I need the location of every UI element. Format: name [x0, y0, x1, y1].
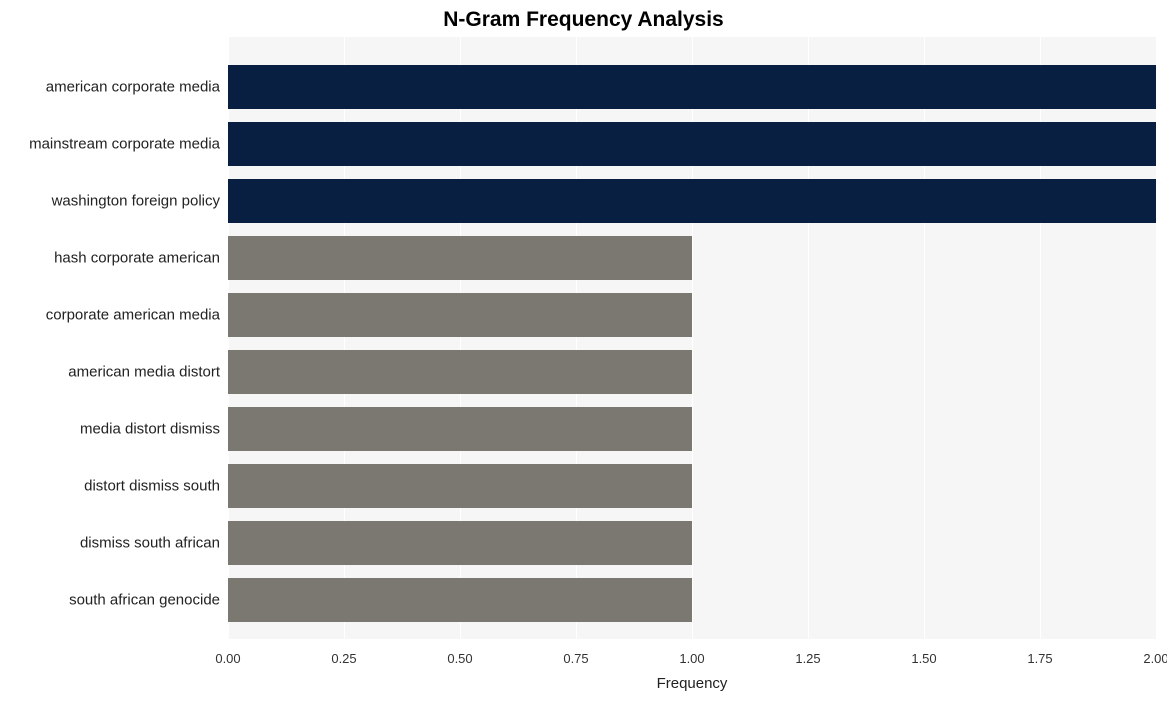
y-category-label: south african genocide	[8, 592, 228, 609]
y-category-label: distort dismiss south	[8, 478, 228, 495]
y-category-label: mainstream corporate media	[8, 136, 228, 153]
x-tick-label: 1.25	[795, 639, 820, 666]
grid-vline	[1156, 37, 1157, 639]
bar	[228, 122, 1156, 166]
y-category-label: dismiss south african	[8, 535, 228, 552]
y-category-label: hash corporate american	[8, 250, 228, 267]
bar	[228, 350, 692, 394]
x-tick-label: 2.00	[1143, 639, 1167, 666]
x-tick-label: 1.50	[911, 639, 936, 666]
bar	[228, 578, 692, 622]
y-category-label: washington foreign policy	[8, 193, 228, 210]
y-category-label: media distort dismiss	[8, 421, 228, 438]
bar	[228, 65, 1156, 109]
y-category-label: american corporate media	[8, 79, 228, 96]
bar	[228, 407, 692, 451]
ngram-frequency-chart: N-Gram Frequency Analysis 0.000.250.500.…	[0, 0, 1167, 701]
x-axis-title: Frequency	[657, 675, 728, 692]
bar	[228, 464, 692, 508]
x-tick-label: 0.75	[563, 639, 588, 666]
bar	[228, 236, 692, 280]
bar	[228, 521, 692, 565]
x-tick-label: 0.50	[447, 639, 472, 666]
chart-title: N-Gram Frequency Analysis	[0, 8, 1167, 32]
bar	[228, 179, 1156, 223]
x-tick-label: 0.00	[215, 639, 240, 666]
x-tick-label: 1.75	[1027, 639, 1052, 666]
x-tick-label: 1.00	[679, 639, 704, 666]
y-category-label: corporate american media	[8, 307, 228, 324]
plot-area: 0.000.250.500.751.001.251.501.752.00amer…	[228, 37, 1156, 639]
x-tick-label: 0.25	[331, 639, 356, 666]
y-category-label: american media distort	[8, 364, 228, 381]
bar	[228, 293, 692, 337]
